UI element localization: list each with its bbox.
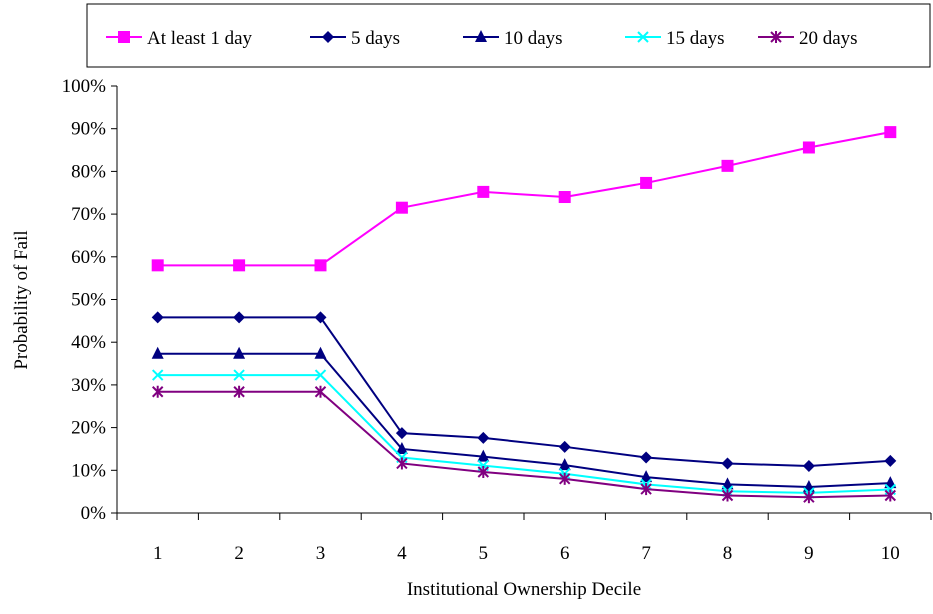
data-point [395, 427, 408, 440]
data-point [233, 346, 246, 359]
y-axis-label: Probability of Fail [11, 230, 32, 369]
legend-marker [118, 31, 130, 43]
series-line [157, 316, 891, 468]
data-point [395, 201, 408, 214]
legend-label: 10 days [504, 28, 563, 49]
series-4 [151, 369, 897, 499]
x-tick-label: 9 [804, 543, 814, 564]
data-point [640, 176, 653, 189]
legend-box [86, 3, 931, 68]
data-point [803, 491, 815, 504]
data-point [558, 458, 571, 471]
data-point [151, 385, 164, 398]
data-point [640, 470, 653, 483]
data-point [884, 489, 897, 502]
series-5 [151, 385, 897, 504]
legend-label: At least 1 day [147, 28, 253, 49]
legend-item: 15 days [625, 28, 725, 49]
y-tick-label: 60% [71, 247, 106, 268]
y-tick-label: 10% [71, 460, 106, 481]
data-point [477, 431, 490, 444]
data-point [233, 369, 245, 381]
x-tick-label: 5 [479, 543, 489, 564]
data-point [558, 472, 571, 485]
data-point [721, 457, 734, 470]
legend-marker [770, 31, 782, 43]
legend-marker [322, 31, 334, 43]
x-axis-label: Institutional Ownership Decile [407, 579, 641, 600]
data-point [802, 460, 815, 473]
data-point [721, 489, 734, 502]
legend-marker [637, 31, 649, 43]
data-point [477, 185, 490, 198]
legend-label: 5 days [351, 28, 400, 49]
data-point [477, 466, 490, 479]
data-point [477, 449, 490, 462]
data-point [558, 191, 571, 204]
x-tick-label: 2 [234, 543, 244, 564]
y-tick-label: 100% [62, 76, 107, 97]
data-point [802, 141, 815, 154]
series-line [157, 352, 891, 488]
series-1 [151, 126, 897, 272]
data-point [151, 259, 164, 272]
x-tick-label: 4 [397, 543, 407, 564]
y-tick-label: 30% [71, 375, 106, 396]
legend-item: At least 1 day [106, 28, 253, 49]
data-point [558, 440, 571, 453]
data-point [721, 159, 734, 172]
data-point [395, 441, 408, 454]
y-tick-label: 50% [71, 290, 106, 311]
legend-item: 20 days [758, 28, 858, 49]
data-point [151, 369, 164, 381]
y-tick-label: 70% [71, 204, 106, 225]
data-point [233, 311, 246, 324]
data-point [314, 259, 327, 272]
y-tick-label: 40% [71, 332, 106, 353]
axes: 0% 10% 20% 30% 40% 50% 60% 70% 80% 90% 100% 1 2 3 4 5 6 7… [62, 76, 932, 564]
data-point [721, 477, 734, 490]
series-layer [151, 126, 897, 504]
data-point [884, 126, 897, 139]
x-tick-label: 8 [723, 543, 733, 564]
series-3 [151, 346, 897, 492]
y-tick-label: 20% [71, 418, 106, 439]
x-tick-label: 6 [560, 543, 570, 564]
data-point [314, 346, 327, 359]
y-tick-label: 0% [81, 503, 107, 524]
legend-item: 5 days [310, 28, 400, 49]
legend: At least 1 day 5 days 10 days 15 days 20 day… [86, 3, 931, 68]
y-tick-label: 80% [71, 161, 106, 182]
legend-label: 15 days [666, 28, 725, 49]
legend-label: 20 days [799, 28, 858, 49]
x-tick-label: 7 [641, 543, 651, 564]
legend-marker [475, 30, 487, 42]
legend-item: 10 days [463, 28, 563, 49]
y-tick-label: 90% [71, 119, 106, 140]
series-2 [151, 311, 897, 473]
data-point [640, 451, 653, 464]
data-point [314, 385, 327, 398]
data-point [233, 385, 245, 398]
x-tick-label: 3 [316, 543, 326, 564]
x-tick-label: 10 [881, 543, 900, 564]
data-point [640, 483, 652, 496]
data-point [884, 454, 897, 467]
data-point [233, 259, 246, 272]
data-point [314, 311, 327, 324]
data-point [396, 457, 408, 470]
x-tick-label: 1 [153, 543, 163, 564]
series-line [157, 390, 891, 499]
data-point [151, 311, 164, 324]
data-point [151, 346, 164, 359]
data-point [314, 369, 327, 381]
series-line [157, 374, 891, 494]
series-line [157, 131, 891, 267]
